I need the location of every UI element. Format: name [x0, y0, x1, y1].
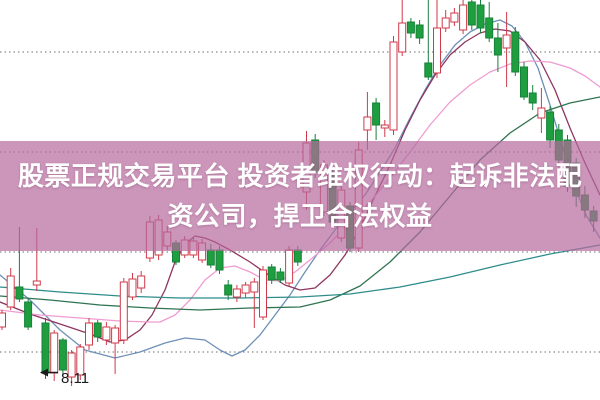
ma-longest-teal [0, 244, 600, 299]
candle-down [206, 249, 215, 266]
candle-down [41, 322, 50, 374]
candle-down [276, 271, 285, 281]
candle-up [50, 332, 59, 374]
candle-up [537, 107, 546, 119]
candle-up [380, 124, 389, 129]
candle-up [502, 34, 511, 49]
candle-up [128, 278, 137, 298]
low-marker-label: 8.11 [61, 370, 89, 387]
candle-up [285, 249, 294, 284]
ma-slow-pink [0, 60, 600, 323]
ma-mid-maroon [0, 28, 600, 343]
low-marker-arrow-head [40, 368, 48, 377]
candle-up [6, 275, 15, 308]
candle-down [415, 24, 424, 39]
candle-down [476, 4, 485, 29]
candle-down [224, 284, 233, 296]
ma-long-green [0, 96, 600, 311]
candle-down [93, 322, 102, 338]
candle-up [67, 352, 76, 378]
candle-up [32, 280, 41, 286]
candle-up [363, 116, 372, 131]
candle-up [241, 284, 250, 294]
candle-up [398, 22, 407, 53]
candle-down [467, 1, 476, 26]
candle-up [441, 17, 450, 29]
candle-up [459, 4, 468, 31]
candle-down [24, 301, 33, 328]
candle-down [58, 339, 67, 371]
candle-up [76, 346, 85, 376]
candle-up [119, 281, 128, 341]
candle-up [389, 41, 398, 131]
candle-up [102, 326, 111, 341]
candle-up [0, 312, 6, 328]
headline-band [0, 141, 600, 251]
candle-down [293, 249, 302, 263]
candle-down [372, 102, 381, 126]
candle-down [485, 17, 494, 39]
candle-down [528, 92, 537, 104]
candle-down [546, 111, 555, 141]
candle-down [424, 62, 433, 78]
candle-up [85, 322, 93, 346]
candle-down [406, 21, 415, 34]
candle-up [250, 281, 259, 293]
candle-up [450, 12, 459, 23]
candle-down [520, 66, 528, 98]
candle-down [493, 37, 502, 56]
candle-up [433, 27, 441, 74]
candle-down [511, 31, 520, 73]
candle-up [259, 269, 267, 318]
candle-down [215, 249, 224, 271]
candle-down [267, 266, 276, 281]
candle-up [137, 275, 146, 289]
candle-up [111, 327, 120, 344]
candle-down [15, 286, 24, 300]
candle-up [232, 288, 241, 298]
